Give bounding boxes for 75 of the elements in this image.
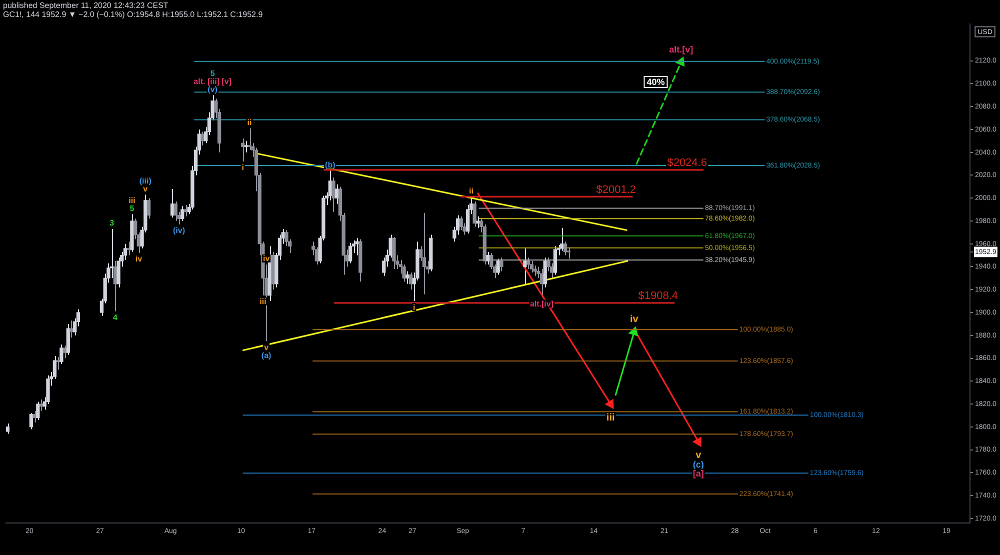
candlestick <box>180 206 184 222</box>
chart-title: published September 11, 2020 12:43:23 CEST <box>3 1 168 10</box>
annotation: alt.[iv] <box>530 299 554 308</box>
candlestick <box>408 272 413 290</box>
candlestick <box>526 257 530 270</box>
annotation: alt.[v] <box>669 44 694 54</box>
annotation: iv <box>630 314 639 326</box>
annotation: v <box>143 184 148 194</box>
candlestick <box>422 212 426 295</box>
candlestick <box>540 268 544 298</box>
annotation: $2001.2 <box>596 184 636 196</box>
candlestick <box>476 216 480 228</box>
annotation: [a] <box>692 468 704 478</box>
candlestick <box>29 412 34 430</box>
candlestick <box>560 227 564 252</box>
annotation: v <box>696 450 702 462</box>
annotation: $1908.4 <box>638 290 678 302</box>
candlestick <box>543 257 547 288</box>
candlestick <box>62 345 67 359</box>
annotation: (c) <box>692 459 704 470</box>
candlestick <box>170 188 174 218</box>
annotation: $2024.6 <box>667 156 707 169</box>
candlestick <box>348 242 352 264</box>
candlestick <box>355 238 359 256</box>
annotation: iii <box>606 412 615 424</box>
annotation: 5 <box>130 204 135 213</box>
candlestick <box>523 248 527 286</box>
candlestick <box>533 265 537 276</box>
candlestick <box>402 264 406 282</box>
candlestick <box>472 201 476 228</box>
candlestick <box>500 257 504 272</box>
candlestick <box>335 184 339 204</box>
chart-subtitle: GC1!, 144 1952.9 ▼ −2.0 (−0.1%) O:1954.8 H:1955.0 L:1952.1 C:1952.9 <box>3 10 263 19</box>
annotation: v <box>264 342 270 352</box>
annotation: 5 <box>210 68 216 78</box>
annotation: i <box>242 163 244 172</box>
candlestick <box>126 241 130 256</box>
annotation: 3 <box>110 218 115 228</box>
annotation: alt. [iii] [v] <box>194 76 232 86</box>
annotation: (b) <box>325 160 336 170</box>
candlestick <box>174 201 178 222</box>
candlestick <box>486 251 490 265</box>
candlestick <box>60 344 64 364</box>
candlestick <box>490 252 494 270</box>
candlestick <box>392 236 396 270</box>
candlestick <box>563 241 568 256</box>
annotation: i <box>412 302 416 312</box>
candlestick <box>146 198 151 220</box>
candlestick <box>39 398 44 412</box>
annotation: (iii) <box>139 176 152 186</box>
candlestick <box>32 410 36 423</box>
annotation: (v) <box>208 84 218 94</box>
candlestick <box>70 320 74 338</box>
annotation: (iv) <box>172 226 186 236</box>
candlestick <box>244 140 248 153</box>
candlestick <box>36 401 40 421</box>
annotation: 40% <box>646 77 665 88</box>
annotation: iv <box>135 254 143 264</box>
candlestick <box>530 260 534 273</box>
annotation: ii <box>468 186 474 196</box>
annotation: ii <box>247 118 252 128</box>
candlestick <box>56 356 60 370</box>
candlestick <box>6 422 10 434</box>
annotation: iii <box>128 196 136 205</box>
candlestick <box>240 138 245 162</box>
candlestick <box>553 246 558 276</box>
candlestick <box>332 177 336 212</box>
candlestick <box>406 270 410 284</box>
annotation: iii <box>260 297 266 306</box>
candlestick <box>496 258 500 276</box>
candlestick <box>200 131 204 146</box>
annotation: 4 <box>112 313 118 322</box>
annotation: iv <box>262 254 270 264</box>
candlestick <box>459 216 463 231</box>
annotation: (a) <box>261 350 272 360</box>
